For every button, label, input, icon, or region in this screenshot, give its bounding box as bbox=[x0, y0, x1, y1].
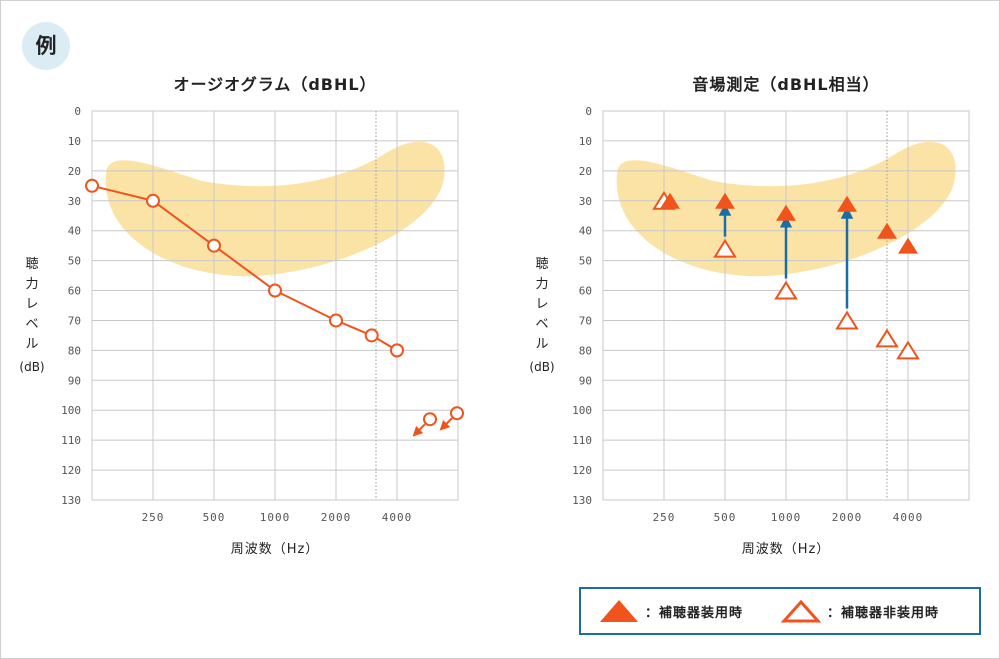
data-point-filled-triangle bbox=[715, 192, 735, 209]
data-point-open-triangle bbox=[713, 238, 737, 258]
legend-item-aided: ：補聴器装用時 bbox=[599, 589, 743, 633]
y-axis-label-char: 聴 bbox=[25, 257, 38, 272]
data-point-filled-triangle bbox=[776, 204, 796, 221]
y-tick-label: 100 bbox=[61, 404, 81, 417]
series-line-segment bbox=[213, 244, 276, 292]
example-badge: 例 bbox=[22, 22, 70, 70]
data-point-open-triangle bbox=[835, 310, 859, 330]
y-tick-label: 70 bbox=[579, 314, 592, 327]
y-tick-label: 120 bbox=[61, 464, 81, 477]
x-axis-label: 周波数（Hz） bbox=[742, 542, 831, 557]
chart-legend: ：補聴器装用時 ：補聴器非装用時 bbox=[579, 587, 981, 635]
y-tick-label: 20 bbox=[579, 165, 592, 178]
y-tick-label: 20 bbox=[68, 165, 81, 178]
x-tick-label: 1000 bbox=[771, 511, 802, 524]
y-axis-label-char: ベ bbox=[535, 317, 548, 332]
y-axis-label-char: (dB) bbox=[19, 360, 44, 374]
y-tick-label: 60 bbox=[68, 285, 81, 298]
y-axis-label-char: 力 bbox=[535, 277, 548, 292]
y-tick-label: 50 bbox=[68, 255, 81, 268]
scale-out-open-circle bbox=[450, 406, 464, 421]
data-point-open-triangle bbox=[896, 340, 920, 360]
filled-triangle-icon bbox=[600, 600, 638, 622]
open-triangle-icon bbox=[781, 599, 821, 623]
x-tick-label: 4000 bbox=[382, 511, 413, 524]
y-tick-label: 80 bbox=[579, 344, 592, 357]
y-axis-label-char: レ bbox=[535, 297, 548, 312]
data-point-open-circle bbox=[364, 328, 379, 343]
y-tick-label: 40 bbox=[68, 225, 81, 238]
data-point-filled-triangle bbox=[898, 237, 918, 254]
y-tick-label: 130 bbox=[61, 494, 81, 507]
y-tick-label: 0 bbox=[74, 105, 81, 118]
data-point-open-triangle bbox=[875, 328, 899, 348]
data-point-open-circle bbox=[85, 178, 99, 193]
chart-panel-1: オージオグラム（dBHL） 0 10 20 30 40 50 60 70 80 90 100 110 12… bbox=[19, 75, 464, 557]
y-tick-label: 10 bbox=[68, 135, 81, 148]
y-axis-label-char: 聴 bbox=[535, 257, 548, 272]
y-tick-label: 30 bbox=[579, 195, 592, 208]
x-axis-label: 周波数（Hz） bbox=[231, 542, 320, 557]
x-tick-label: 250 bbox=[142, 511, 165, 524]
legend-item-unaided: ：補聴器非装用時 bbox=[781, 589, 939, 633]
y-tick-label: 120 bbox=[572, 464, 592, 477]
y-axis-label-char: ル bbox=[535, 337, 548, 352]
series-line-segment bbox=[152, 199, 215, 247]
y-axis-label-char: ル bbox=[25, 337, 38, 352]
scale-out-arrow bbox=[412, 423, 426, 437]
x-tick-label: 500 bbox=[203, 511, 226, 524]
legend-label-unaided: ：補聴器非装用時 bbox=[827, 605, 940, 621]
y-axis-label-char: (dB) bbox=[529, 360, 554, 374]
x-tick-label: 1000 bbox=[260, 511, 291, 524]
y-axis-label-char: レ bbox=[25, 297, 38, 312]
series-line-segment bbox=[91, 184, 154, 202]
x-tick-label: 4000 bbox=[893, 511, 924, 524]
data-point-filled-triangle bbox=[660, 192, 680, 209]
data-point-open-circle bbox=[146, 193, 160, 208]
y-tick-label: 30 bbox=[68, 195, 81, 208]
series-line-segment bbox=[274, 289, 337, 322]
data-point-open-circle bbox=[390, 343, 404, 358]
y-tick-label: 10 bbox=[579, 135, 592, 148]
legend-label-aided: ：補聴器装用時 bbox=[645, 605, 744, 621]
chart-title: オージオグラム（dBHL） bbox=[173, 75, 376, 94]
data-point-filled-triangle bbox=[837, 195, 857, 212]
data-point-open-triangle bbox=[774, 280, 798, 300]
y-tick-label: 50 bbox=[579, 255, 592, 268]
y-axis-label-char: 力 bbox=[25, 277, 38, 292]
x-tick-label: 500 bbox=[714, 511, 737, 524]
data-point-open-circle bbox=[268, 283, 282, 298]
y-tick-label: 130 bbox=[572, 494, 592, 507]
data-point-open-circle bbox=[207, 238, 221, 253]
y-tick-label: 60 bbox=[579, 285, 592, 298]
chart-title: 音場測定（dBHL相当） bbox=[692, 75, 879, 94]
chart-panel-2: 音場測定（dBHL相当） 0 10 20 30 40 50 60 70 80 90 100 110 120… bbox=[529, 75, 970, 557]
y-tick-label: 0 bbox=[585, 105, 592, 118]
y-tick-label: 40 bbox=[579, 225, 592, 238]
y-tick-label: 70 bbox=[68, 314, 81, 327]
y-tick-label: 80 bbox=[68, 344, 81, 357]
y-tick-label: 100 bbox=[572, 404, 592, 417]
data-point-open-circle bbox=[329, 313, 343, 328]
x-tick-label: 2000 bbox=[321, 511, 352, 524]
y-tick-label: 110 bbox=[572, 434, 592, 447]
y-tick-label: 90 bbox=[68, 374, 81, 387]
y-axis-label-char: ベ bbox=[25, 317, 38, 332]
scale-out-open-circle bbox=[423, 412, 437, 427]
y-tick-label: 110 bbox=[61, 434, 81, 447]
x-tick-label: 2000 bbox=[832, 511, 863, 524]
scale-out-arrow bbox=[439, 417, 453, 431]
data-point-filled-triangle bbox=[877, 222, 897, 239]
x-tick-label: 250 bbox=[653, 511, 676, 524]
y-tick-label: 90 bbox=[579, 374, 592, 387]
